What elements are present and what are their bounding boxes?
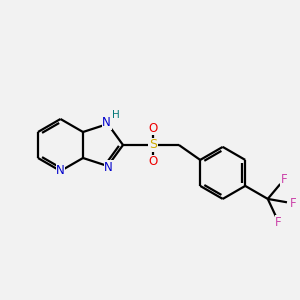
- Text: N: N: [56, 164, 65, 178]
- Text: O: O: [148, 155, 158, 168]
- Text: F: F: [290, 197, 296, 210]
- Text: O: O: [148, 122, 158, 135]
- Text: S: S: [149, 139, 157, 152]
- Text: N: N: [102, 116, 111, 130]
- Text: F: F: [281, 173, 287, 186]
- Text: H: H: [112, 110, 120, 120]
- Text: N: N: [104, 160, 113, 173]
- Text: F: F: [275, 215, 282, 229]
